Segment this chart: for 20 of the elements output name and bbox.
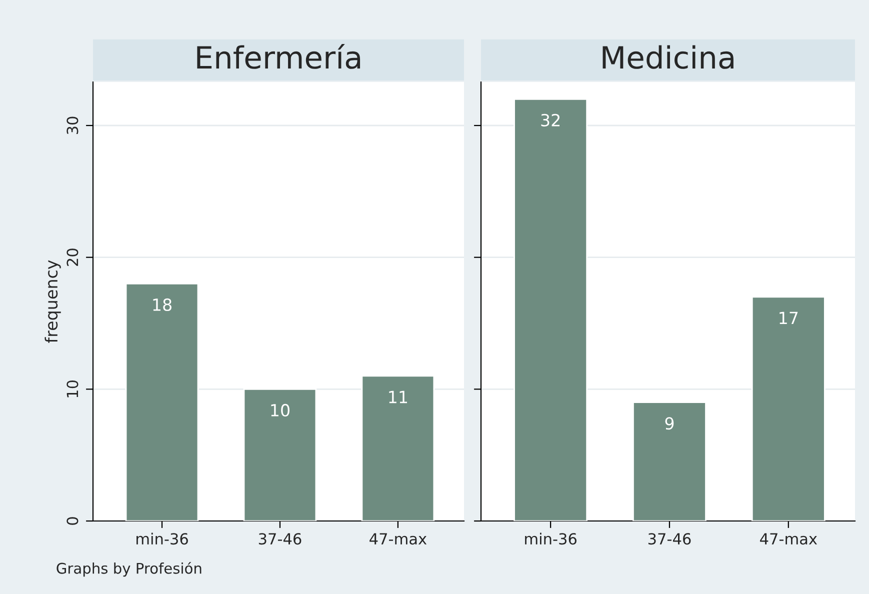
- data-label: 10: [271, 404, 290, 416]
- y-tick-label: 0: [66, 517, 78, 525]
- data-label: 11: [389, 390, 408, 404]
- x-tick-label: 37-46: [648, 533, 691, 545]
- data-label: 9: [665, 417, 674, 430]
- y-tick-label: 30: [66, 116, 78, 134]
- y-tick-label: 10: [66, 380, 78, 398]
- y-tick-label: 20: [66, 248, 78, 266]
- data-label: 18: [153, 298, 172, 312]
- x-tick-label: min-36: [525, 532, 576, 545]
- text: Graphs by Profesión: [56, 562, 202, 577]
- data-label: 17: [780, 312, 798, 324]
- x-tick-label: 37-46: [258, 533, 302, 545]
- x-tick-label: 47-max: [370, 533, 427, 545]
- x-tick-label: min-36: [136, 532, 188, 545]
- y-axis-title: frequency: [44, 260, 61, 343]
- data-label: 32: [541, 114, 560, 126]
- chart-title: Medicina: [602, 45, 734, 69]
- x-tick-label: 47-max: [760, 533, 818, 545]
- chart-title: Enfermería: [197, 44, 360, 69]
